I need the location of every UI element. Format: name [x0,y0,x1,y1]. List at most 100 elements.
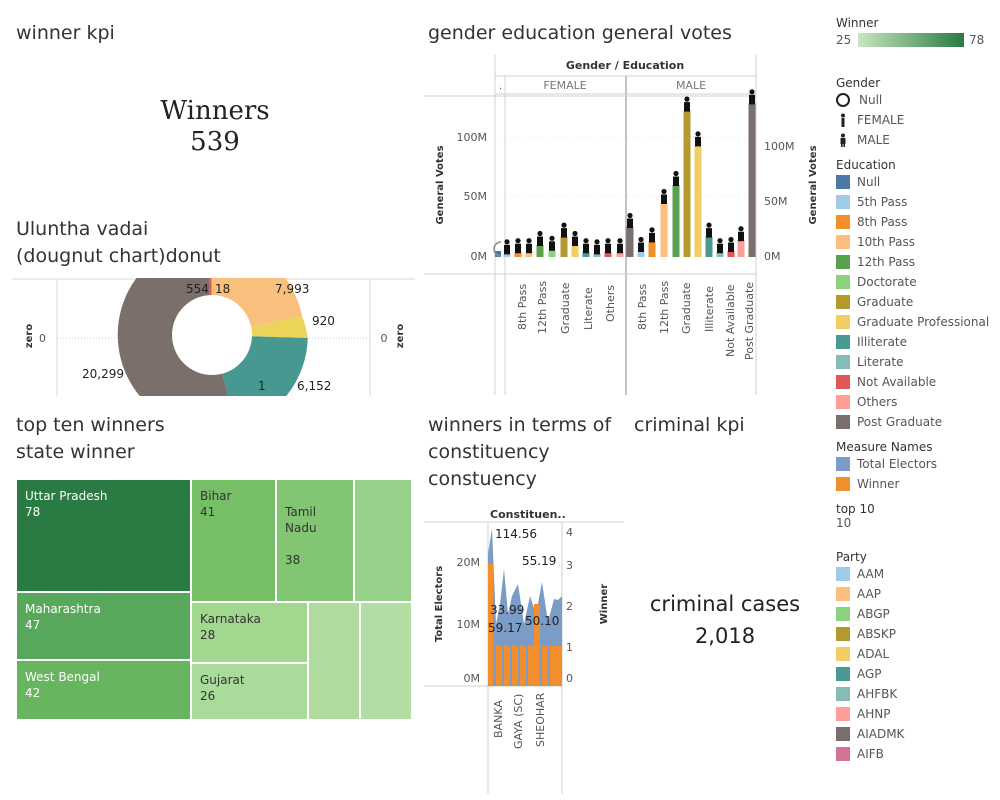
legend-education-item[interactable]: Literate [836,352,996,372]
constituency-label-3: 33.99 [490,603,524,617]
legend-measure-item[interactable]: Total Electors [836,454,996,474]
votes-x-m-8th: 8th Pass [636,284,649,330]
votes-bar[interactable] [593,253,601,257]
legend-party-item[interactable]: ABGP [836,604,996,624]
legend-education-item[interactable]: 8th Pass [836,212,996,232]
treemap-cell-west-bengal[interactable]: West Bengal 42 [16,660,191,720]
legend-education-item[interactable]: 10th Pass [836,232,996,252]
votes-y-tick-100: 100M [457,131,488,144]
legend-education-label: 12th Pass [857,255,915,269]
treemap-cell-other-1[interactable] [354,479,412,602]
treemap-cell-name: Karnataka [200,612,261,626]
legend-education-item[interactable]: 12th Pass [836,252,996,272]
votes-bar[interactable] [648,241,656,257]
legend-party-item[interactable]: AAM [836,564,996,584]
legend-education-swatch [836,415,850,429]
legend-education-item[interactable]: Post Graduate [836,412,996,432]
legend-party-item[interactable]: AAP [836,584,996,604]
legend-education-item[interactable]: 5th Pass [836,192,996,212]
legend-education-label: Graduate [857,295,914,309]
votes-group-female: FEMALE [543,79,586,92]
votes-bar[interactable] [737,240,745,257]
donut-chart: zero 0 0 zero 554 18 7,993 920 1 6,152 2… [12,278,415,396]
constituency-chart: Constituen.. Total Electors Winner 20M 1… [424,508,624,794]
votes-bar[interactable] [582,252,590,257]
votes-y-tick-right-0: 0M [764,250,781,263]
votes-bar[interactable] [571,245,579,257]
votes-bar[interactable] [548,249,556,257]
legend-education-item[interactable]: Graduate Professional [836,312,996,332]
legend-party-label: ADAL [857,647,890,661]
legend-party-item[interactable]: AHFBK [836,684,996,704]
male-person-icon [684,96,690,112]
votes-bar[interactable] [514,252,522,257]
legend-winner-scale: 25 78 [836,30,996,50]
legend-party-item[interactable]: ABSKP [836,624,996,644]
treemap-cell-maharashtra[interactable]: Maharashtra 47 [16,592,191,660]
votes-header: Gender / Education [566,59,684,72]
legend-party-item[interactable]: AIFB [836,744,996,764]
legend-gender-male[interactable]: MALE [836,130,996,150]
treemap-cell-tamil-nadu[interactable]: Tamil Nadu 38 [276,479,354,602]
treemap-cell-karnataka[interactable]: Karnataka 28 [191,602,308,663]
legend-top10-value[interactable]: 10 [836,516,852,530]
votes-bar[interactable] [525,252,533,257]
votes-x-m-graduate: Graduate [680,282,693,334]
votes-bar[interactable] [705,236,713,257]
winner-kpi-title: winner kpi [16,22,115,44]
constituency-title-line1: winners in terms of [428,414,612,436]
votes-bar[interactable] [503,253,511,257]
male-person-icon [695,131,701,147]
treemap-cell-uttar-pradesh[interactable]: Uttar Pradesh 78 [16,479,191,592]
legend-party-item[interactable]: AGP [836,664,996,684]
winner-kpi-label: Winners [160,96,270,126]
legend-education-item[interactable]: Graduate [836,292,996,312]
votes-bar[interactable] [727,251,735,257]
female-person-icon [572,230,578,246]
male-person-icon [706,222,712,238]
treemap-cell-other-3[interactable] [360,602,412,720]
legend-party-label: AIADMK [857,727,905,741]
legend-education-item[interactable]: Null [836,172,996,192]
legend-education-item[interactable]: Illiterate [836,332,996,352]
constituency-y-right-title: Winner [599,584,610,624]
votes-y-tick-50: 50M [464,190,488,203]
legend-party-title: Party [836,550,867,564]
legend-gender-null[interactable]: Null [836,90,996,110]
legend-education-item[interactable]: Doctorate [836,272,996,292]
votes-bar[interactable] [748,103,756,258]
treemap-cell-bihar[interactable]: Bihar 41 [191,479,276,602]
legend-party-item[interactable]: AIADMK [836,724,996,744]
votes-bar[interactable] [604,252,612,257]
legend-education-item[interactable]: Others [836,392,996,412]
votes-bar[interactable] [660,203,668,257]
votes-bar[interactable] [495,251,501,257]
treemap-cell-value: 26 [200,689,216,703]
votes-bar[interactable] [616,252,624,257]
votes-bar[interactable] [694,145,702,257]
votes-bar[interactable] [672,185,680,257]
female-person-icon [561,222,567,238]
male-person-icon [649,227,655,243]
legend-measure-item[interactable]: Winner [836,474,996,494]
votes-bar[interactable] [626,227,634,257]
constituency-header: Constituen.. [490,508,566,521]
constituency-label-2: 55.19 [522,554,556,568]
votes-bar[interactable] [637,251,645,257]
legend-party-item[interactable]: AHNP [836,704,996,724]
legend-party-item[interactable]: ADAL [836,644,996,664]
votes-bar[interactable] [536,245,544,257]
legend-measure-label: Total Electors [857,457,937,471]
constituency-y-10m: 10M [457,618,481,631]
treemap-cell-other-2[interactable] [308,602,360,720]
constituency-yr-1: 1 [566,641,573,654]
legend-education-item[interactable]: Not Available [836,372,996,392]
votes-bar[interactable] [560,236,568,257]
votes-x-f-8th: 8th Pass [516,284,529,330]
votes-bar[interactable] [716,252,724,257]
legend-party-label: AIFB [857,747,884,761]
treemap-cell-gujarat[interactable]: Gujarat 26 [191,663,308,720]
legend-gender-female[interactable]: FEMALE [836,110,996,130]
legend-party-label: ABSKP [857,627,896,641]
votes-bar[interactable] [683,110,691,257]
